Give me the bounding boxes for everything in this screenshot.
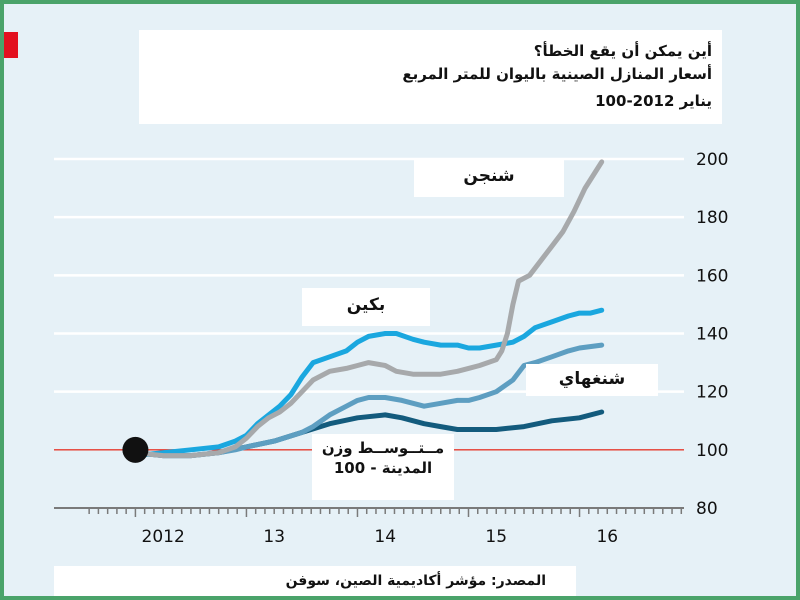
series-label-shanghai: شنغهاي	[526, 364, 658, 396]
y-tick-label: 100	[696, 441, 728, 461]
y-tick-label: 180	[696, 208, 728, 228]
brand-red-tab	[4, 32, 18, 58]
series-label-shenzhen: شنجن	[414, 159, 564, 197]
chart-subtitle: أسعار المنازل الصينية باليوان للمتر المر…	[402, 65, 712, 83]
series-label-average: مــتــوســط وزن المدينة - 100	[312, 434, 454, 500]
x-tick-label: 13	[263, 527, 285, 547]
y-tick-label: 140	[696, 325, 728, 345]
y-tick-label: 200	[696, 150, 728, 170]
y-tick-label: 160	[696, 266, 728, 286]
x-tick-label: 15	[485, 527, 507, 547]
x-tick-label: 14	[374, 527, 396, 547]
chart-title: أين يمكن أن يقع الخطأ؟	[533, 42, 712, 60]
line-chart: 200 180 160 140 120 100 80 2012 13 14 15 16	[54, 150, 728, 547]
series-label-average-line1: مــتــوســط وزن	[321, 439, 445, 457]
x-tick-labels: 2012 13 14 15 16	[142, 527, 619, 547]
series-label-average-line2: المدينة - 100	[333, 459, 433, 477]
index-note: يناير 2012-100	[595, 92, 712, 110]
x-axis	[54, 507, 684, 517]
x-tick-label: 2012	[142, 527, 185, 547]
y-tick-label: 120	[696, 383, 728, 403]
series-line-shenzhen	[132, 159, 605, 459]
index-start-marker	[122, 436, 149, 463]
title-box: أين يمكن أن يقع الخطأ؟ أسعار المنازل الص…	[139, 30, 722, 124]
source-box: المصدر: مؤشر أكاديمية الصين، سوفن	[54, 566, 576, 596]
x-tick-label: 16	[596, 527, 618, 547]
source-note: المصدر: مؤشر أكاديمية الصين، سوفن	[285, 573, 546, 589]
series-label-beijing: بكين	[302, 288, 430, 326]
y-tick-labels: 200 180 160 140 120 100 80	[696, 150, 728, 519]
y-tick-label: 80	[696, 499, 718, 519]
